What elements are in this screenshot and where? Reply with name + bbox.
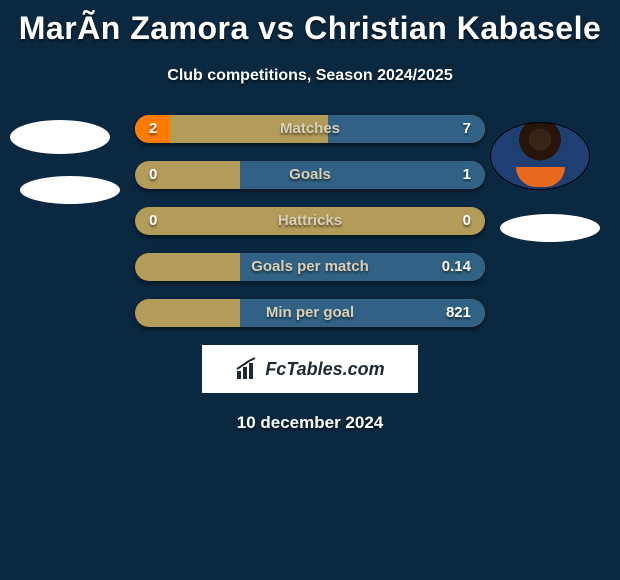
stat-label: Hattricks bbox=[278, 207, 342, 235]
brand-box: FcTables.com bbox=[202, 345, 418, 393]
stat-row: 821 Min per goal bbox=[135, 299, 485, 327]
bar-right-fill bbox=[328, 115, 486, 143]
stat-left-value: 0 bbox=[149, 207, 157, 235]
subtitle: Club competitions, Season 2024/2025 bbox=[0, 67, 620, 85]
stat-row: 0 1 Goals bbox=[135, 161, 485, 189]
player-right-photo bbox=[490, 122, 590, 190]
brand-text: FcTables.com bbox=[265, 359, 384, 380]
date-label: 10 december 2024 bbox=[0, 413, 620, 433]
player-right-avatar-2 bbox=[500, 214, 600, 242]
page-title: MarÃ­n Zamora vs Christian Kabasele bbox=[0, 0, 620, 47]
stat-label: Goals per match bbox=[251, 253, 369, 281]
stat-label: Matches bbox=[280, 115, 340, 143]
stat-right-value: 7 bbox=[463, 115, 471, 143]
stat-label: Min per goal bbox=[266, 299, 354, 327]
stat-row: 2 7 Matches bbox=[135, 115, 485, 143]
stat-label: Goals bbox=[289, 161, 331, 189]
bars-icon bbox=[235, 357, 259, 381]
stat-right-value: 0.14 bbox=[442, 253, 471, 281]
player-left-avatar-1 bbox=[10, 120, 110, 154]
stat-right-value: 0 bbox=[463, 207, 471, 235]
player-left-avatar-2 bbox=[20, 176, 120, 204]
stat-left-value: 2 bbox=[149, 115, 157, 143]
bar-right-fill bbox=[240, 161, 485, 189]
stat-row: 0 0 Hattricks bbox=[135, 207, 485, 235]
stat-right-value: 1 bbox=[463, 161, 471, 189]
stat-row: 0.14 Goals per match bbox=[135, 253, 485, 281]
stat-right-value: 821 bbox=[446, 299, 471, 327]
stat-left-value: 0 bbox=[149, 161, 157, 189]
